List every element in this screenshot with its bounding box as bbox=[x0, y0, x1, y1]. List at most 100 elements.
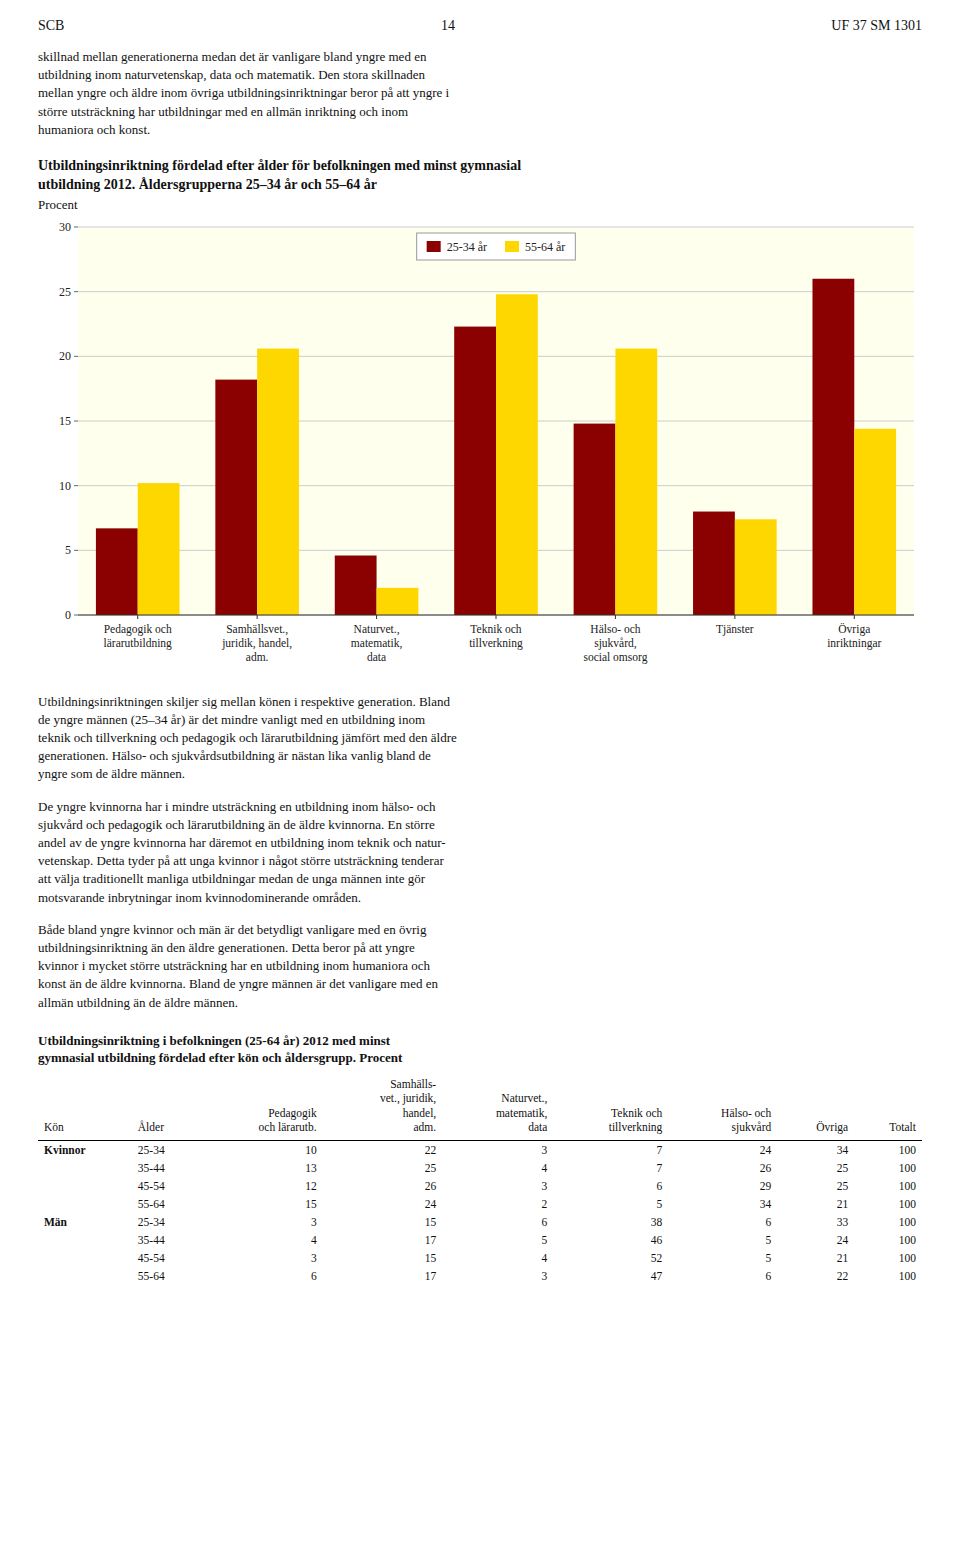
table-cell: 3 bbox=[442, 1267, 553, 1285]
table-cell: 33 bbox=[777, 1213, 854, 1231]
table-cell: 100 bbox=[854, 1177, 922, 1195]
table-cell: 5 bbox=[668, 1249, 777, 1267]
table-cell: 55-64 bbox=[132, 1267, 200, 1285]
table-header-row: KönÅlderPedagogik och lärarutb.Samhälls-… bbox=[38, 1075, 922, 1141]
table-cell: 15 bbox=[200, 1195, 323, 1213]
table-header: Ålder bbox=[132, 1075, 200, 1141]
data-table: KönÅlderPedagogik och lärarutb.Samhälls-… bbox=[38, 1075, 922, 1286]
x-tick-label-line: Övriga bbox=[838, 622, 870, 636]
x-tick-label-line: Teknik och bbox=[470, 623, 522, 635]
y-tick bbox=[74, 485, 78, 486]
table-cell: 22 bbox=[323, 1141, 443, 1160]
table-cell: 55-64 bbox=[132, 1195, 200, 1213]
legend-frame bbox=[417, 233, 576, 260]
body-text: Utbildningsinriktningen skiljer sig mell… bbox=[38, 693, 922, 784]
x-tick-label: Tjänster bbox=[716, 623, 754, 636]
table-cell: 10 bbox=[200, 1141, 323, 1160]
table-cell: 6 bbox=[200, 1267, 323, 1285]
x-tick-label: Samhällsvet.,juridik, handel,adm. bbox=[221, 623, 292, 663]
y-tick bbox=[74, 550, 78, 551]
x-tick-label-line: inriktningar bbox=[827, 637, 881, 650]
page-header: SCB14UF 37 SM 1301 bbox=[38, 18, 922, 34]
bar bbox=[735, 519, 777, 615]
table-header: Naturvet., matematik, data bbox=[442, 1075, 553, 1141]
x-tick bbox=[615, 615, 616, 619]
x-tick-label: Pedagogik ochlärarutbildning bbox=[104, 623, 173, 650]
table-header: Kön bbox=[38, 1075, 132, 1141]
table-cell: 6 bbox=[442, 1213, 553, 1231]
table-cell: 5 bbox=[553, 1195, 668, 1213]
table-cell: 3 bbox=[200, 1213, 323, 1231]
y-tick-label: 20 bbox=[59, 349, 71, 363]
table-cell: 4 bbox=[200, 1231, 323, 1249]
table-cell-empty bbox=[38, 1159, 132, 1177]
table-cell: 35-44 bbox=[132, 1231, 200, 1249]
y-tick bbox=[74, 420, 78, 421]
table-cell: 35-44 bbox=[132, 1159, 200, 1177]
x-tick-label-line: social omsorg bbox=[583, 651, 647, 664]
x-tick-label-line: matematik, bbox=[351, 637, 403, 650]
bar bbox=[693, 511, 735, 614]
table-cell: 100 bbox=[854, 1141, 922, 1160]
bar bbox=[215, 379, 257, 614]
y-tick-label: 5 bbox=[65, 543, 71, 557]
table-cell-empty bbox=[38, 1231, 132, 1249]
bars bbox=[96, 278, 896, 614]
bar bbox=[335, 555, 377, 614]
bar bbox=[812, 278, 854, 614]
x-tick-label-line: sjukvård, bbox=[594, 637, 637, 650]
table-title: Utbildningsinriktning i befolkningen (25… bbox=[38, 1032, 922, 1067]
page: SCB14UF 37 SM 1301skillnad mellan genera… bbox=[0, 0, 960, 1285]
table-cell: 100 bbox=[854, 1159, 922, 1177]
chart-title: Utbildningsinriktning fördelad efter åld… bbox=[38, 157, 922, 195]
x-tick bbox=[496, 615, 497, 619]
table-cell: 17 bbox=[323, 1231, 443, 1249]
table-cell: 4 bbox=[442, 1249, 553, 1267]
y-tick-label: 15 bbox=[59, 414, 71, 428]
legend-swatch bbox=[427, 241, 441, 252]
body-text: De yngre kvinnorna har i mindre utsträck… bbox=[38, 798, 922, 907]
table-cell: 25 bbox=[323, 1159, 443, 1177]
table-head: KönÅlderPedagogik och lärarutb.Samhälls-… bbox=[38, 1075, 922, 1141]
table-cell: 24 bbox=[777, 1231, 854, 1249]
x-tick-label-line: Naturvet., bbox=[354, 623, 400, 636]
table-header: Totalt bbox=[854, 1075, 922, 1141]
table-cell: 25-34 bbox=[132, 1213, 200, 1231]
table-cell: 5 bbox=[442, 1231, 553, 1249]
x-tick-label-line: tillverkning bbox=[469, 637, 523, 650]
x-tick bbox=[257, 615, 258, 619]
table-cell: 25-34 bbox=[132, 1141, 200, 1160]
table-cell: 24 bbox=[668, 1141, 777, 1160]
chart-subtitle: Procent bbox=[38, 197, 922, 213]
y-tick-label: 25 bbox=[59, 284, 71, 298]
header-center: 14 bbox=[441, 18, 455, 34]
table-cell: 2 bbox=[442, 1195, 553, 1213]
table-cell: 46 bbox=[553, 1231, 668, 1249]
table-cell: 45-54 bbox=[132, 1249, 200, 1267]
table-cell: 6 bbox=[668, 1267, 777, 1285]
x-tick-label-line: data bbox=[367, 651, 386, 663]
x-tick bbox=[137, 615, 138, 619]
table-cell: 7 bbox=[553, 1141, 668, 1160]
table-row: 35-44417546524100 bbox=[38, 1231, 922, 1249]
table-cell: 21 bbox=[777, 1249, 854, 1267]
bar bbox=[574, 423, 616, 614]
table-cell: 13 bbox=[200, 1159, 323, 1177]
x-tick-label-line: lärarutbildning bbox=[104, 637, 173, 650]
table-cell: 6 bbox=[668, 1213, 777, 1231]
table-cell: 25 bbox=[777, 1159, 854, 1177]
y-tick-label: 0 bbox=[65, 608, 71, 622]
table-row: Män25-34315638633100 bbox=[38, 1213, 922, 1231]
bar-chart: 051015202530Pedagogik ochlärarutbildning… bbox=[38, 217, 922, 677]
bar bbox=[454, 326, 496, 614]
bar bbox=[138, 483, 180, 615]
legend-label: 55-64 år bbox=[525, 240, 565, 254]
table-cell: 100 bbox=[854, 1267, 922, 1285]
plot-background bbox=[78, 227, 914, 615]
header-left: SCB bbox=[38, 18, 64, 34]
bar bbox=[377, 588, 419, 615]
y-tick bbox=[74, 356, 78, 357]
table-cell: 38 bbox=[553, 1213, 668, 1231]
x-tick-label-line: adm. bbox=[246, 651, 269, 663]
table-cell: 100 bbox=[854, 1213, 922, 1231]
